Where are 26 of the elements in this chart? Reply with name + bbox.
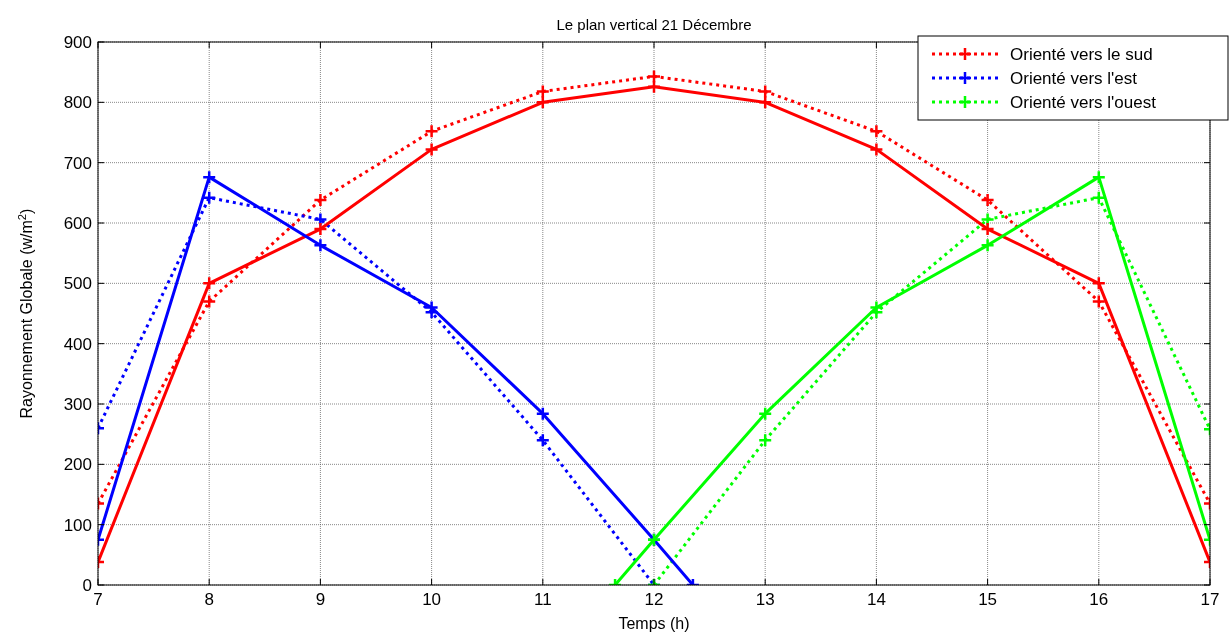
y-tick-label: 700 [63,153,92,173]
y-tick-label: 0 [82,576,92,595]
y-tick-label: 900 [63,33,92,52]
x-tick-label: 17 [1200,590,1220,609]
legend-label: Orienté vers le sud [1010,45,1153,64]
y-tick-label: 600 [63,214,92,233]
x-tick-label: 12 [644,590,664,609]
y-tick-label: 200 [63,455,92,475]
x-tick-label: 14 [866,590,886,609]
x-axis-title: Temps (h) [618,615,690,632]
x-tick-label: 16 [1089,590,1109,609]
x-tick-label: 8 [204,590,214,609]
x-tick-label: 10 [422,590,442,609]
y-tick-label: 800 [63,93,92,113]
legend-label: Orienté vers l'est [1010,69,1138,88]
y-tick-label: 300 [63,395,92,414]
y-tick-label: 400 [63,334,92,354]
x-tick-label: 15 [978,590,998,609]
x-tick-label: 13 [755,590,775,609]
x-tick-label: 7 [93,590,103,609]
x-tick-label: 11 [533,590,552,609]
y-tick-label: 500 [63,274,92,294]
chart-title: Le plan vertical 21 Décembre [556,16,752,33]
x-tick-label: 9 [315,590,326,609]
y-tick-label: 100 [63,515,92,535]
legend-label: Orienté vers l'ouest [1010,93,1157,112]
